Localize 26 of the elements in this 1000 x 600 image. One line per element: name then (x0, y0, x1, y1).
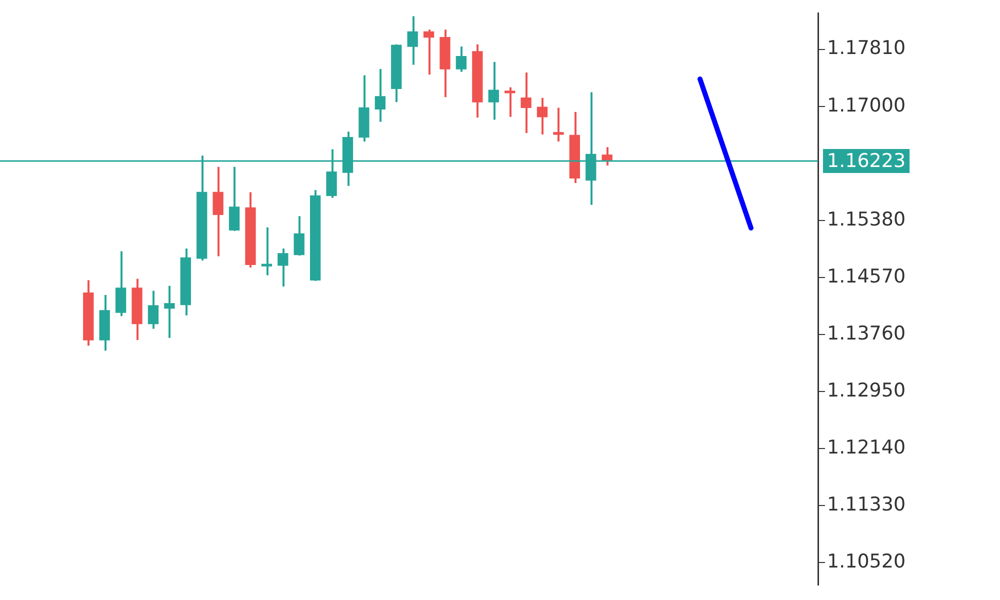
candlestick (228, 166, 240, 232)
y-tick-label: 1.10520 (827, 550, 906, 572)
candlestick (374, 68, 386, 123)
y-tick-label: 1.11330 (827, 493, 906, 516)
y-tick-label: 1.15380 (827, 208, 906, 230)
candlestick (294, 215, 304, 257)
candlestick (553, 106, 564, 143)
y-tick-label: 1.14570 (827, 265, 906, 288)
candlestick (423, 28, 434, 76)
candlestick (520, 72, 532, 134)
ref-line-label: 1.16223 (827, 150, 906, 172)
candlestick (456, 45, 467, 73)
candlestick (261, 226, 272, 276)
y-tick-label: 1.12950 (827, 379, 906, 402)
candlestick (164, 284, 175, 339)
candlestick (504, 86, 516, 118)
candlestick (278, 248, 288, 288)
candlestick (536, 96, 548, 136)
y-tick-label: 1.17000 (827, 94, 906, 116)
candlestick (212, 166, 224, 258)
y-tick-label: 1.12140 (827, 436, 906, 458)
candlestick (488, 60, 499, 121)
y-tick-label: 1.17810 (827, 37, 906, 60)
y-tick-label: 1.13760 (827, 322, 906, 344)
candlestick (407, 15, 418, 66)
candlestick (148, 290, 159, 330)
